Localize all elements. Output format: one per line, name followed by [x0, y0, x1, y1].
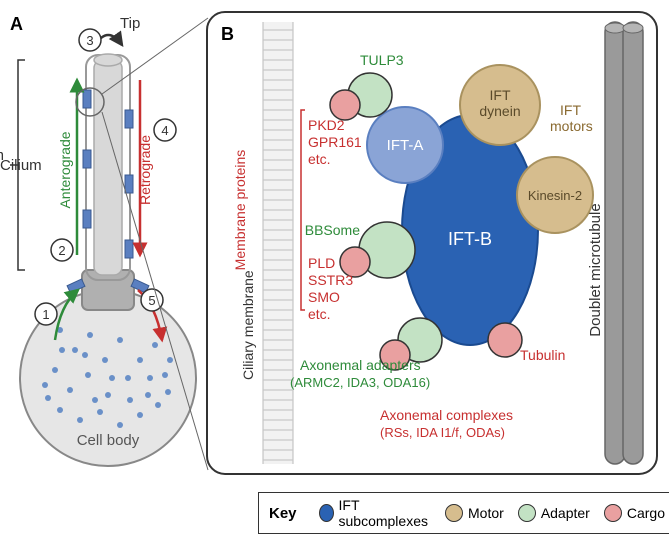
key-label-motor: Motor	[468, 505, 504, 521]
ift-motors-label2: motors	[550, 118, 593, 134]
ciliary-membrane	[263, 22, 293, 464]
memprot-label: Membrane proteins	[232, 150, 248, 271]
key-dot-cargo	[604, 504, 622, 522]
key-title: Key	[269, 505, 297, 522]
memprot1-2: GPR161	[308, 134, 362, 150]
memprot2-4: etc.	[308, 306, 331, 322]
svg-text:1: 1	[42, 307, 49, 322]
ift-a-text: IFT-A	[387, 137, 424, 154]
ift-dynein-text2: dynein	[479, 103, 520, 119]
axoneme-tip-cap	[94, 54, 122, 66]
svg-text:2: 2	[58, 243, 65, 258]
memprot2-3: SMO	[308, 289, 340, 305]
memprot2-2: SSTR3	[308, 272, 353, 288]
svg-text:4: 4	[161, 123, 168, 138]
svg-text:3: 3	[86, 33, 93, 48]
memprot2-1: PLD	[308, 255, 335, 271]
ciliary-membrane-label: Ciliary membrane	[240, 270, 256, 380]
doublet-mt-label: Doublet microtubule	[587, 203, 604, 336]
key-dot-motor	[445, 504, 463, 522]
key-dot-ift	[319, 504, 334, 522]
anterograde-label: Anterograde	[57, 131, 73, 208]
cilium-label2: Cilium	[0, 157, 42, 174]
retrograde-label: Retrograde	[137, 135, 153, 205]
tubulin-label: Tubulin	[520, 347, 565, 363]
tubulin-cargo	[488, 323, 522, 357]
legend-key: Key IFT subcomplexes Motor Adapter Cargo	[258, 492, 669, 534]
axcomplexes-sub: (RSs, IDA I1/f, ODAs)	[380, 425, 505, 440]
bbsome-label: BBSome	[305, 222, 360, 238]
panel-b-label: B	[221, 24, 234, 44]
key-label-cargo: Cargo	[627, 505, 665, 521]
axadapters-sub: (ARMC2, IDA3, ODA16)	[290, 375, 430, 390]
ift-motors-label1: IFT	[560, 102, 581, 118]
memprot1-1: PKD2	[308, 117, 345, 133]
axadapters-label: Axonemal adapters	[300, 357, 421, 373]
axcomplexes-label: Axonemal complexes	[380, 407, 513, 423]
key-label-adapter: Adapter	[541, 505, 590, 521]
key-item-cargo: Cargo	[604, 504, 665, 522]
ift-b-text: IFT-B	[448, 229, 492, 249]
axoneme-inner	[94, 60, 122, 275]
key-item-ift: IFT subcomplexes	[319, 497, 431, 529]
key-item-motor: Motor	[445, 504, 504, 522]
key-label-ift: IFT subcomplexes	[339, 497, 432, 529]
key-dot-adapter	[518, 504, 536, 522]
ift-dynein-text1: IFT	[490, 87, 511, 103]
doublet-microtubule	[605, 22, 643, 464]
panel-a-label: A	[10, 14, 23, 34]
cell-body-label: Cell body	[77, 432, 140, 449]
tip-label: Tip	[120, 15, 140, 32]
key-item-adapter: Adapter	[518, 504, 590, 522]
memprot1-3: etc.	[308, 151, 331, 167]
svg-text:5: 5	[148, 293, 155, 308]
tulp3-cargo	[330, 90, 360, 120]
tulp3-label: TULP3	[360, 52, 404, 68]
kinesin2-text: Kinesin-2	[528, 188, 582, 203]
